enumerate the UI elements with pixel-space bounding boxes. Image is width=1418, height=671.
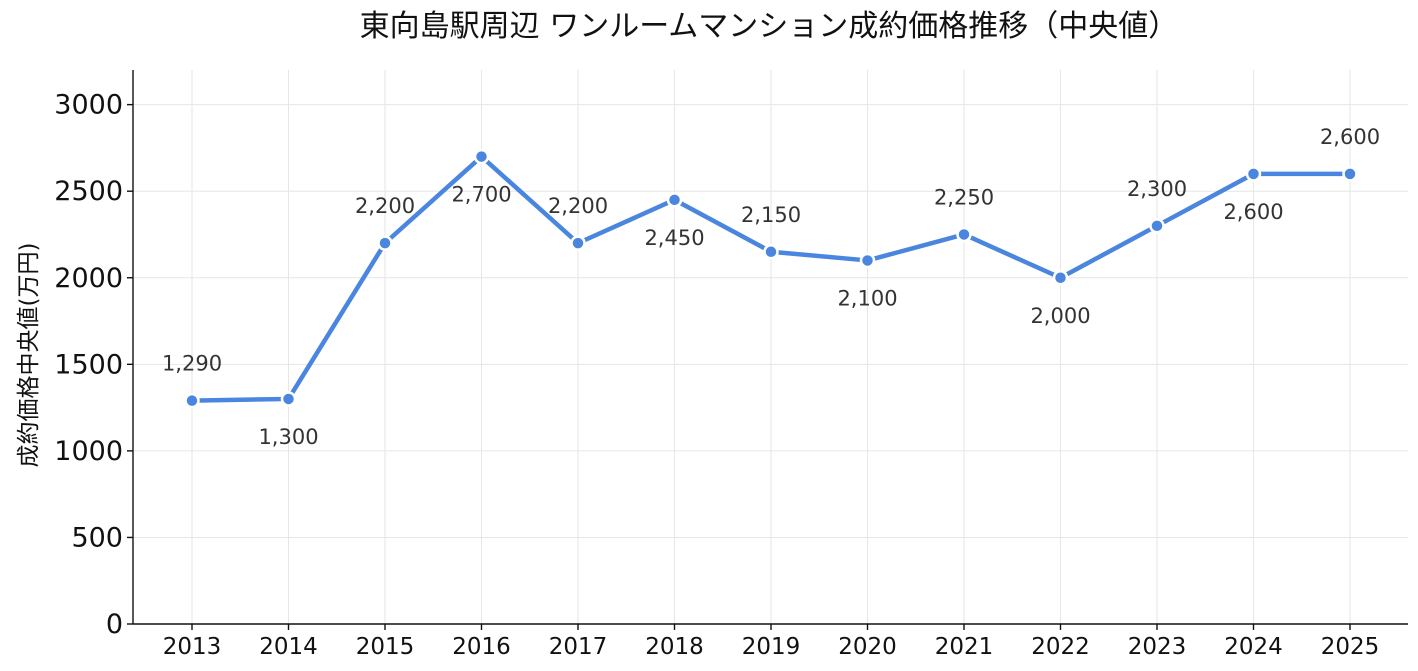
y-tick-labels: 0 500 1000 1500 2000 2500 3000 — [54, 90, 123, 640]
data-label: 2,450 — [644, 226, 704, 250]
x-tick-label: 2025 — [1321, 634, 1380, 660]
data-point — [763, 244, 779, 260]
y-axis-label: 成約価格中央値(万円) — [16, 243, 42, 468]
data-label: 1,300 — [258, 425, 318, 449]
data-point — [377, 235, 393, 251]
data-point — [280, 391, 297, 407]
x-tick-label: 2021 — [935, 634, 994, 660]
data-point — [1149, 218, 1165, 234]
x-tick-labels: 2013 2014 2015 2016 2017 2018 2019 2020 2021 2022… — [163, 634, 1380, 660]
x-tick-label: 2020 — [838, 634, 897, 660]
y-tick-label: 0 — [106, 609, 123, 640]
x-tick-label: 2023 — [1128, 634, 1187, 660]
x-tick-label: 2016 — [452, 634, 511, 660]
x-tick-label: 2015 — [356, 634, 415, 660]
data-label: 2,100 — [837, 286, 897, 310]
data-point — [666, 192, 683, 208]
data-label: 2,700 — [451, 183, 511, 207]
data-label: 2,250 — [934, 185, 994, 209]
data-label: 2,600 — [1320, 125, 1380, 149]
data-label: 2,300 — [1127, 177, 1187, 201]
chart-title: 東向島駅周辺 ワンルームマンション成約価格推移（中央値） — [360, 9, 1179, 44]
x-tick-label: 2017 — [549, 634, 608, 660]
gridlines — [133, 70, 1408, 625]
y-tick-label: 3000 — [54, 90, 123, 121]
data-points — [184, 148, 1358, 409]
x-tick-label: 2014 — [259, 634, 318, 660]
x-tick-label: 2024 — [1224, 634, 1283, 660]
x-tick-label: 2019 — [742, 634, 801, 660]
data-point — [1342, 166, 1358, 182]
data-point — [1245, 166, 1262, 182]
y-tick-label: 1000 — [54, 436, 123, 467]
data-label: 2,200 — [548, 194, 608, 218]
data-labels: 1,290 1,300 2,200 2,700 2,200 2,450 2,150 2,100… — [162, 125, 1380, 449]
data-point — [184, 392, 200, 409]
data-point — [570, 235, 586, 251]
y-tick-label: 1500 — [54, 349, 123, 380]
x-tick-label: 2018 — [645, 634, 704, 660]
y-tick-label: 500 — [71, 522, 123, 553]
axes — [127, 70, 1408, 630]
data-point — [956, 226, 972, 243]
data-point — [473, 148, 490, 165]
data-point — [1052, 270, 1069, 286]
data-label: 2,200 — [355, 194, 415, 218]
data-label: 2,000 — [1030, 304, 1090, 328]
data-label: 2,600 — [1223, 200, 1283, 224]
x-tick-label: 2022 — [1031, 634, 1090, 660]
y-tick-label: 2000 — [54, 263, 123, 294]
data-point — [859, 252, 876, 269]
x-tick-label: 2013 — [163, 634, 222, 660]
y-tick-label: 2500 — [54, 176, 123, 207]
data-label: 1,290 — [162, 352, 222, 376]
data-label: 2,150 — [741, 203, 801, 227]
